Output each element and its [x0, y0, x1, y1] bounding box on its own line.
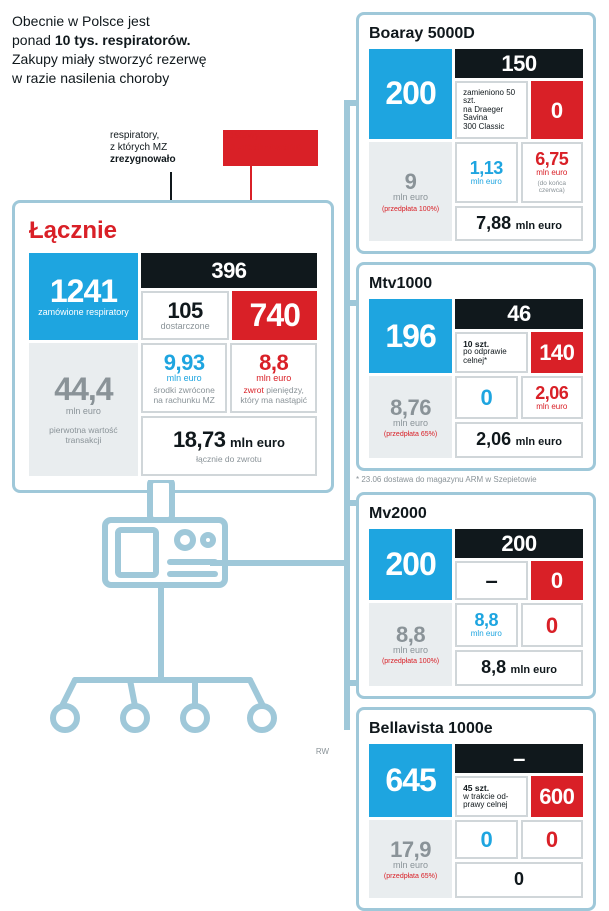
cell-total-return: 18,73 mln euro łącznie do zwrotu	[141, 416, 317, 476]
cell-due: 8,8 mln euro zwrot pieniędzy, który ma n…	[230, 343, 317, 413]
cell-value: 44,4 mln euro pierwotna wartość transakc…	[29, 343, 138, 476]
mv-dash: –	[455, 561, 528, 600]
intro-l4: w razie nasilenia choroby	[12, 70, 169, 86]
boaray-value: 9 mln euro (przedpłata 100%)	[369, 142, 452, 241]
mtv-pending: 140	[531, 332, 583, 374]
mtv-total: 2,06 mln euro	[455, 422, 583, 458]
boaray-ret: 1,13 mln euro	[455, 142, 517, 203]
bella-ordered: 645	[369, 744, 452, 818]
panel-boaray: Boaray 5000D 200 150 zamieniono 50 szt. …	[356, 12, 596, 254]
mv-ret: 8,8 mln euro	[455, 603, 517, 646]
cell-ordered: 1241 zamówione respiratory	[29, 253, 138, 340]
panel-mtv: Mtv1000 196 46 10 szt. po odprawie celne…	[356, 262, 596, 484]
cell-returned: 9,93 mln euro środki zwrócone na rachunk…	[141, 343, 228, 413]
panel-bella: Bellavista 1000e 645 – 45 szt. w trakcie…	[356, 707, 596, 911]
pipe-h	[210, 560, 350, 566]
mtv-due: 2,06 mln euro	[521, 376, 583, 419]
bella-due: 0	[521, 820, 583, 859]
mv-ordered: 200	[369, 529, 452, 600]
intro-l1: Obecnie w Polsce jest	[12, 13, 150, 29]
pointer-labels: respiratory, z których MZ zrezygnowało d…	[110, 130, 350, 166]
boaray-black: 150	[455, 49, 583, 78]
credits: RW	[316, 747, 329, 756]
cart-illustration	[40, 480, 300, 740]
bella-value: 17,9 mln euro (przedpłata 65%)	[369, 820, 452, 898]
main-screen: Łącznie 1241 zamówione respiratory 396 1…	[12, 200, 334, 493]
intro-l2b: 10 tys. respiratorów.	[55, 32, 191, 48]
mtv-ordered: 196	[369, 299, 452, 373]
right-column: Boaray 5000D 200 150 zamieniono 50 szt. …	[356, 12, 596, 911]
boaray-due: 6,75 mln euro (do końca czerwca)	[521, 142, 583, 203]
main-title: Łącznie	[29, 217, 317, 245]
boaray-ordered: 200	[369, 49, 452, 139]
mv-due: 0	[521, 603, 583, 646]
mv-value: 8,8 mln euro (przedpłata 100%)	[369, 603, 452, 685]
panel-mv: Mv2000 200 200 – 0	[356, 492, 596, 698]
boaray-total: 7,88 mln euro	[455, 206, 583, 242]
main-monitor: Łącznie 1241 zamówione respiratory 396 1…	[12, 200, 334, 493]
bella-ret: 0	[455, 820, 517, 859]
boaray-note: zamieniono 50 szt. na Draeger Savina 300…	[455, 81, 528, 139]
mv-pending: 0	[531, 561, 583, 600]
intro-l3: Zakupy miały stworzyć rezerwę	[12, 51, 207, 67]
mtv-note: 10 szt. po odprawie celnej*	[455, 332, 528, 374]
mv-total: 8,8 mln euro	[455, 650, 583, 686]
cell-delivered: 105 dostarczone	[141, 291, 230, 340]
intro-text: Obecnie w Polsce jest ponad 10 tys. resp…	[12, 12, 312, 88]
boaray-pending: 0	[531, 81, 583, 139]
bella-total: 0	[455, 862, 583, 898]
cell-resigned: 396	[141, 253, 317, 288]
bella-pending: 600	[531, 776, 583, 818]
label-pending: dostawy do zrealizowania	[223, 130, 318, 166]
mtv-value: 8,76 mln euro (przedpłata 65%)	[369, 376, 452, 458]
intro-l2a: ponad	[12, 32, 55, 48]
mtv-footnote: * 23.06 dostawa do magazynu ARM w Szepie…	[356, 475, 596, 484]
mtv-black: 46	[455, 299, 583, 328]
bella-note: 45 szt. w trakcie od- prawy celnej	[455, 776, 528, 818]
mtv-ret: 0	[455, 376, 517, 419]
label-resigned: respiratory, z których MZ zrezygnowało	[110, 130, 205, 166]
mv-black: 200	[455, 529, 583, 558]
bella-black: –	[455, 744, 583, 773]
pipe-v	[344, 100, 350, 730]
cell-pending: 740	[232, 291, 317, 340]
